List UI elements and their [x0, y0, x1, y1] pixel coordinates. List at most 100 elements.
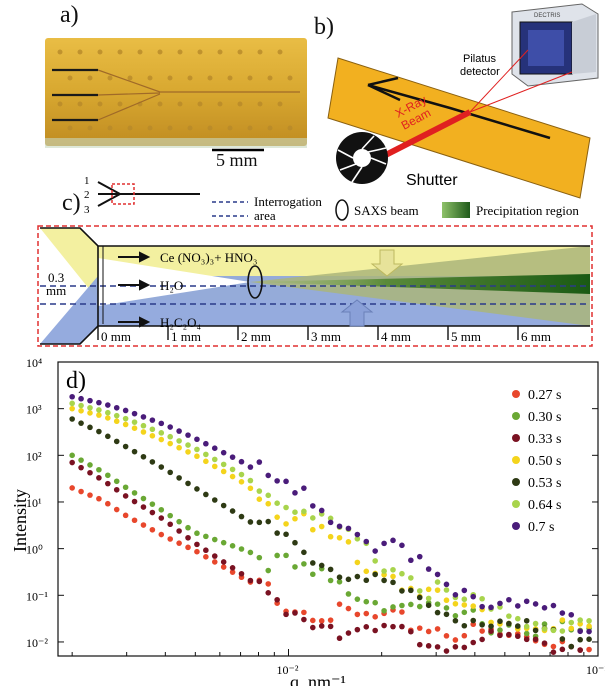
data-point: [149, 509, 156, 516]
data-point: [167, 424, 173, 430]
data-point: [550, 649, 557, 655]
data-point: [194, 486, 200, 492]
data-point: [220, 539, 227, 546]
data-point: [211, 559, 218, 565]
data-point: [176, 475, 182, 481]
data-point: [220, 468, 227, 475]
data-point: [372, 599, 378, 606]
data-point: [265, 492, 272, 499]
data-point: [354, 559, 361, 566]
data-point: [506, 596, 512, 603]
data-point: [69, 452, 75, 459]
data-point: [69, 405, 75, 412]
data-point: [292, 515, 298, 522]
panel-c-label: c): [62, 190, 81, 216]
data-point: [203, 533, 209, 540]
data-point: [470, 607, 477, 613]
shutter-label: Shutter: [406, 172, 458, 189]
data-point: [568, 643, 575, 650]
data-point: [220, 564, 227, 570]
data-point: [345, 605, 352, 612]
data-point: [105, 415, 111, 421]
data-point: [274, 514, 280, 520]
data-point: [247, 464, 254, 470]
legend-label: 0.27 s: [528, 388, 561, 403]
data-point: [185, 449, 191, 455]
inlet-2: 2: [84, 189, 90, 201]
data-point: [470, 593, 477, 600]
data-point: [586, 623, 592, 630]
data-point: [158, 430, 165, 436]
legend-label: 0.50 s: [528, 454, 561, 469]
data-point: [354, 573, 361, 580]
data-point: [292, 490, 298, 496]
data-point: [408, 587, 414, 594]
data-point: [176, 528, 182, 534]
data-point: [96, 412, 102, 418]
data-point: [381, 622, 387, 629]
data-point: [381, 540, 387, 547]
panel-b: b): [300, 0, 605, 220]
data-point: [185, 534, 191, 541]
data-point: [345, 576, 352, 583]
data-point: [416, 603, 423, 610]
data-point: [78, 464, 84, 471]
interrogation-label-line2: area: [254, 208, 276, 223]
data-point: [443, 648, 450, 654]
data-point: [568, 625, 575, 632]
data-point: [274, 530, 280, 536]
channel-width-unit: mm: [46, 283, 66, 298]
data-point: [443, 605, 450, 611]
data-point: [336, 574, 343, 580]
data-point: [256, 554, 263, 561]
data-point: [443, 611, 450, 618]
data-point: [488, 628, 494, 634]
data-point: [408, 628, 414, 635]
data-point: [194, 541, 200, 548]
data-point: [309, 515, 316, 521]
y-tick-label: 10²: [26, 449, 42, 463]
y-tick-label: 10⁻¹: [26, 589, 48, 603]
data-point: [336, 635, 343, 642]
data-point: [443, 597, 450, 604]
data-point: [452, 637, 459, 643]
y-tick-label: 10⁰: [26, 543, 43, 557]
data-point: [541, 640, 548, 646]
data-point: [113, 486, 120, 493]
data-point: [96, 428, 102, 435]
y-tick-label: 10¹: [26, 496, 42, 510]
data-point: [167, 440, 173, 447]
data-point: [292, 610, 298, 616]
data-point: [408, 557, 414, 564]
data-point: [577, 636, 583, 643]
data-point: [140, 414, 147, 420]
data-point: [532, 627, 539, 634]
data-point: [408, 575, 414, 581]
data-point: [229, 564, 236, 571]
data-point: [497, 618, 503, 625]
data-point: [506, 613, 512, 619]
data-point: [309, 624, 316, 631]
data-point: [203, 547, 209, 554]
data-point: [211, 553, 218, 559]
scale-bar-label: 5 mm: [216, 150, 258, 170]
data-point: [78, 420, 84, 426]
data-point: [372, 614, 378, 620]
data-point: [69, 416, 75, 422]
data-point: [559, 617, 566, 623]
tick-0mm: 0 mm: [101, 329, 131, 344]
data-point: [345, 630, 352, 636]
data-point: [523, 617, 530, 624]
data-point: [96, 399, 102, 406]
legend-marker: [512, 500, 520, 508]
panel-a: a) 5 mm: [0, 0, 310, 180]
data-point: [532, 601, 539, 607]
data-point: [265, 518, 272, 525]
data-point: [345, 539, 352, 545]
data-point: [78, 402, 84, 409]
data-point: [541, 625, 548, 632]
data-point: [461, 602, 468, 608]
data-point: [532, 636, 539, 643]
data-point: [577, 617, 583, 623]
panel-d: d) Intensity q, nm⁻¹ 10⁻² 10⁻¹ 10⁰ 10¹ 10² 10…: [0, 352, 605, 686]
